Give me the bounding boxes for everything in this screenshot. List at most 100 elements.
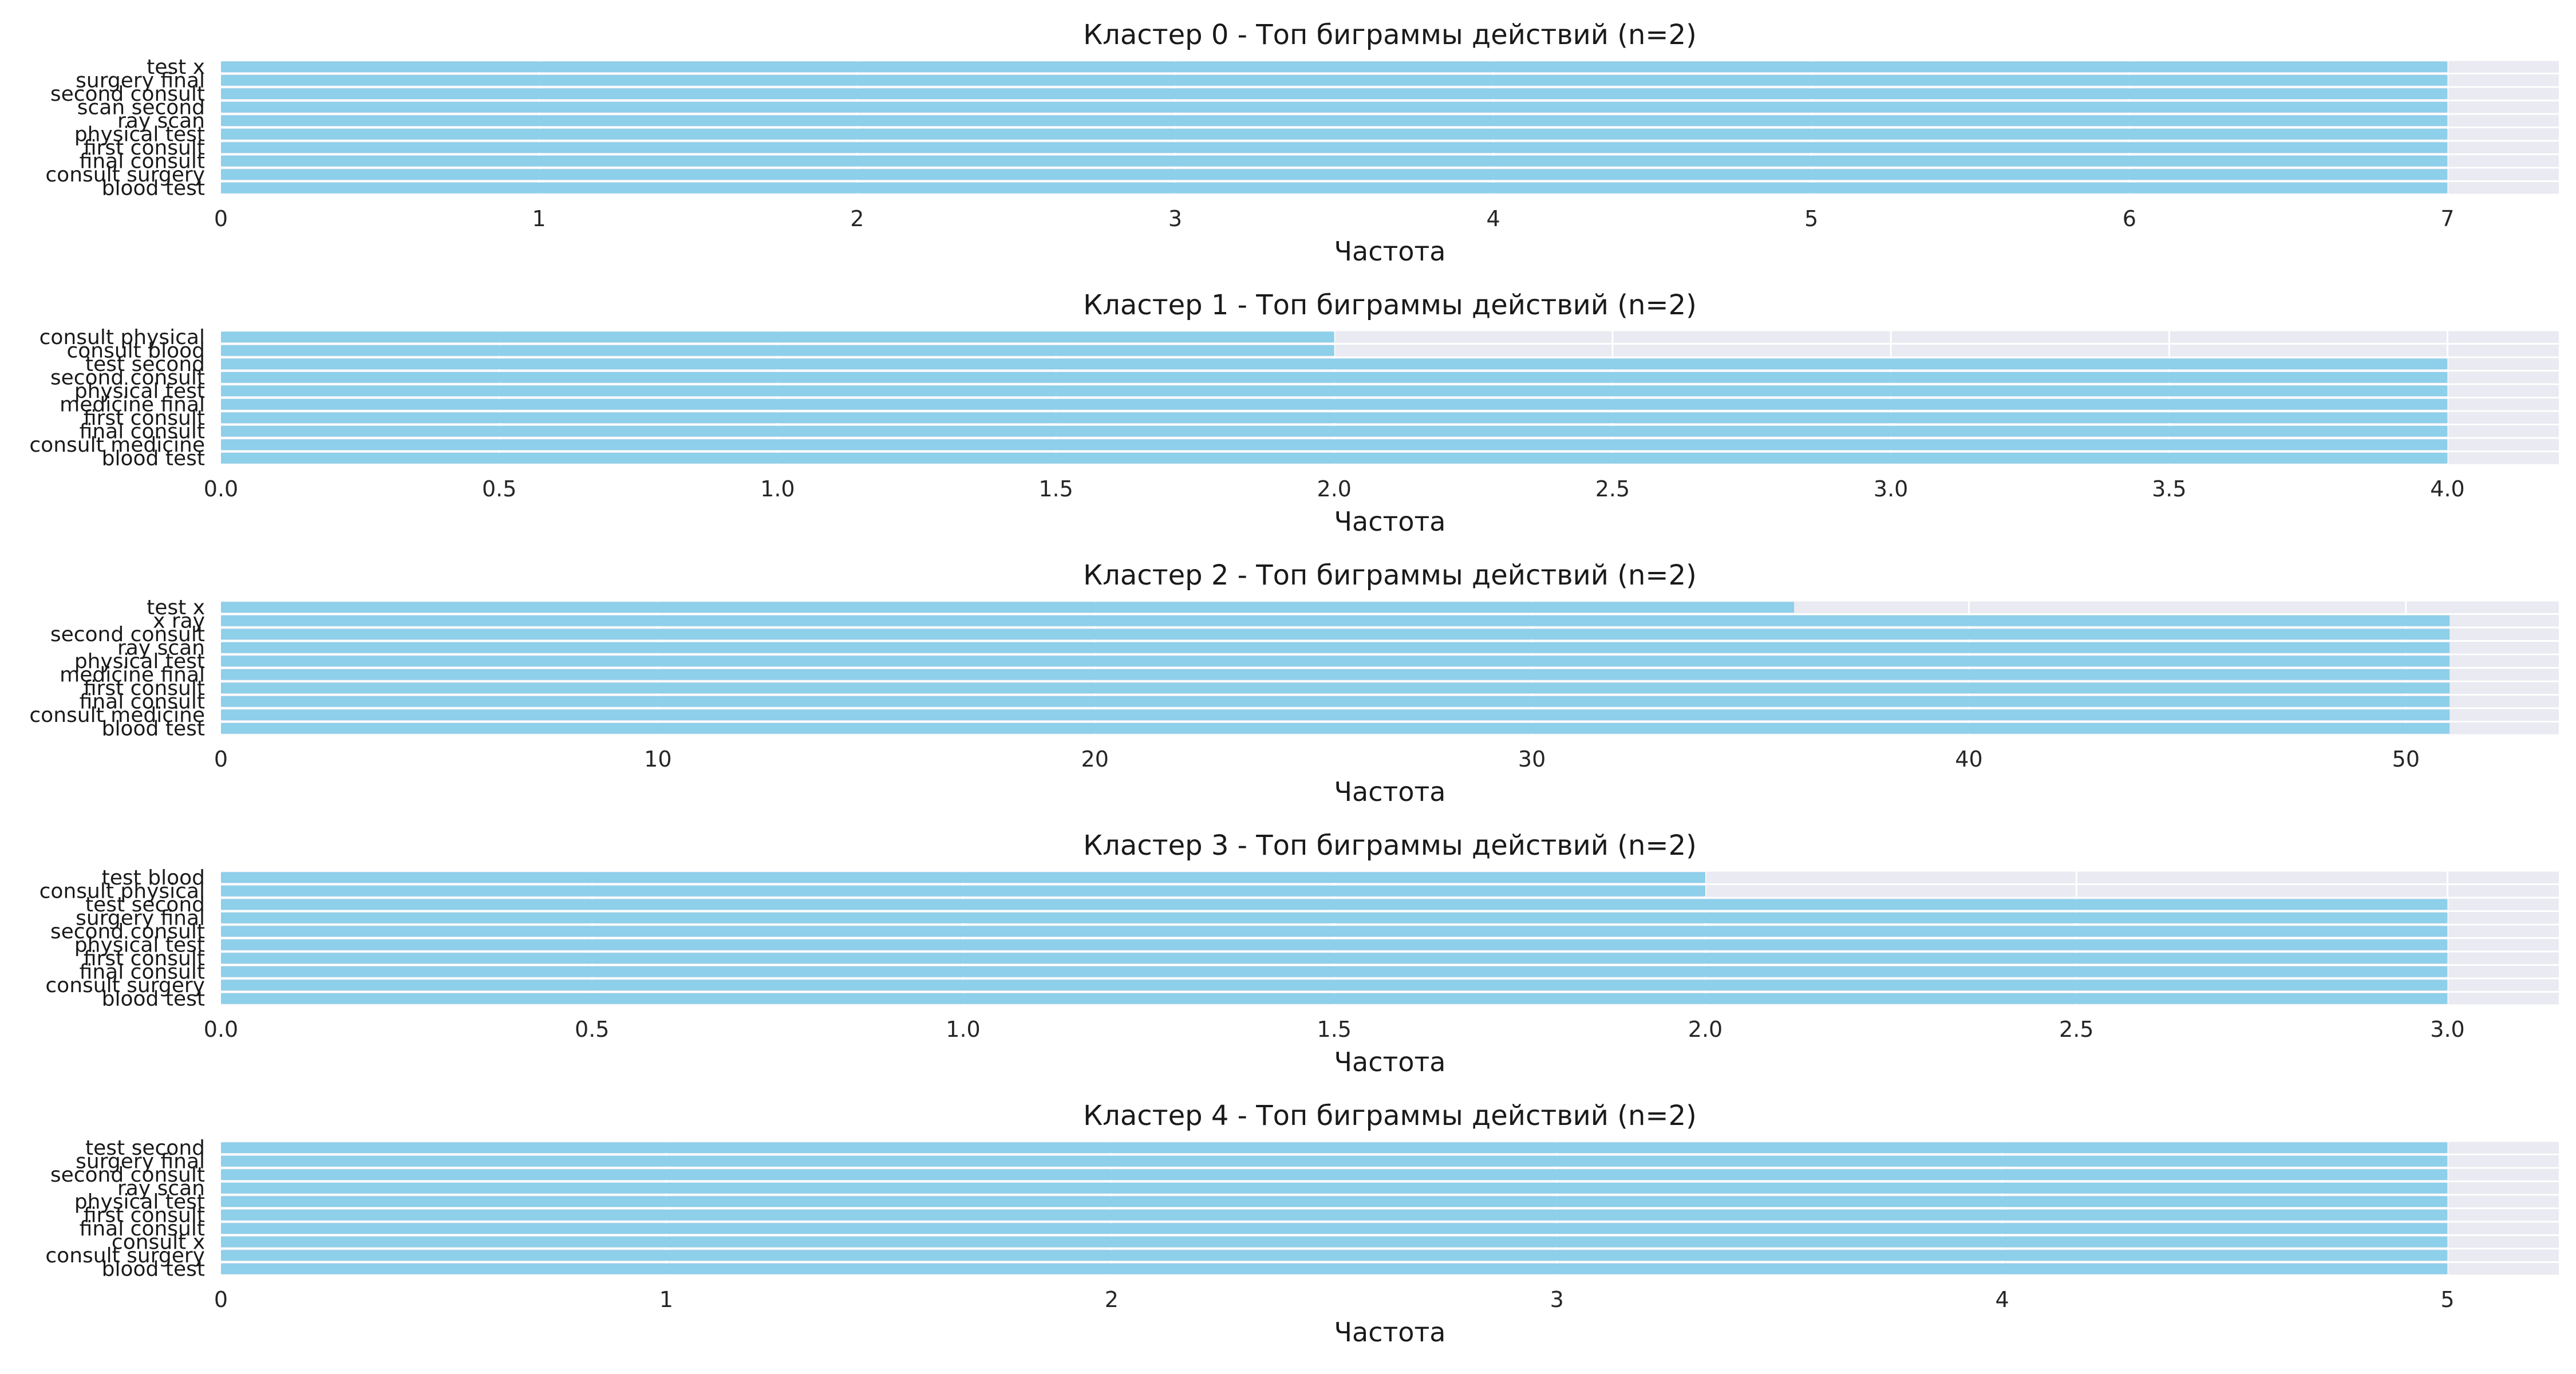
category-label: physical test bbox=[74, 1190, 205, 1214]
x-tick-label: 1.5 bbox=[1038, 476, 1073, 502]
bar bbox=[221, 1142, 2448, 1154]
category-label: final consult bbox=[80, 149, 205, 173]
bar bbox=[221, 912, 2448, 923]
x-tick-label: 10 bbox=[644, 747, 671, 772]
x-tick-label: 4.0 bbox=[2430, 476, 2464, 502]
category-label: blood test bbox=[102, 717, 205, 740]
bar bbox=[221, 682, 2450, 694]
bar bbox=[221, 602, 1795, 613]
bar bbox=[221, 452, 2448, 464]
chart-title: Кластер 1 - Топ биграммы действий (n=2) bbox=[1083, 289, 1697, 321]
x-tick-label: 6 bbox=[2123, 206, 2136, 231]
x-tick-label: 30 bbox=[1518, 747, 1546, 772]
bar bbox=[221, 1155, 2448, 1167]
category-label: consult surgery bbox=[45, 974, 205, 997]
x-tick-label: 40 bbox=[1955, 747, 1982, 772]
bar bbox=[221, 980, 2448, 991]
category-label: consult physical bbox=[39, 879, 205, 903]
x-tick-label: 5 bbox=[1804, 206, 1818, 231]
bar bbox=[221, 155, 2448, 167]
x-tick-label: 0.0 bbox=[204, 476, 238, 502]
category-label: surgery final bbox=[76, 906, 205, 930]
x-tick-label: 1 bbox=[659, 1287, 673, 1312]
category-label: physical test bbox=[74, 380, 205, 403]
bar bbox=[221, 1209, 2448, 1221]
bar bbox=[221, 1263, 2448, 1274]
category-label: first consult bbox=[84, 947, 205, 970]
category-label: physical test bbox=[74, 123, 205, 146]
category-label: medicine final bbox=[60, 393, 205, 416]
chart-title: Кластер 2 - Топ биграммы действий (n=2) bbox=[1083, 559, 1697, 591]
bar bbox=[221, 966, 2448, 977]
chart-title: Кластер 0 - Топ биграммы действий (n=2) bbox=[1083, 19, 1697, 51]
x-tick-label: 2.5 bbox=[1595, 476, 1630, 502]
x-axis-label: Частота bbox=[1334, 506, 1446, 537]
bar bbox=[221, 872, 1706, 883]
category-label: consult medicine bbox=[29, 433, 205, 457]
category-label: consult x bbox=[112, 1230, 205, 1254]
bar bbox=[221, 1169, 2448, 1180]
x-tick-label: 20 bbox=[1081, 747, 1109, 772]
chart-title: Кластер 4 - Топ биграммы действий (n=2) bbox=[1083, 1100, 1697, 1132]
x-tick-label: 0 bbox=[214, 1287, 228, 1312]
bar bbox=[221, 398, 2448, 410]
x-tick-label: 0 bbox=[214, 747, 228, 772]
x-axis-label: Частота bbox=[1334, 776, 1446, 807]
bar bbox=[221, 669, 2450, 680]
bar bbox=[221, 372, 2448, 383]
bar bbox=[221, 345, 1334, 356]
x-tick-label: 4 bbox=[1486, 206, 1500, 231]
x-tick-label: 50 bbox=[2392, 747, 2420, 772]
category-label: test second bbox=[85, 1136, 205, 1160]
x-tick-label: 1.5 bbox=[1317, 1017, 1352, 1042]
x-tick-label: 1.0 bbox=[760, 476, 795, 502]
bar bbox=[221, 331, 1334, 343]
x-tick-label: 4 bbox=[1996, 1287, 2009, 1312]
x-tick-label: 2.5 bbox=[2059, 1017, 2093, 1042]
category-label: ray scan bbox=[117, 109, 205, 133]
x-tick-label: 3.5 bbox=[2152, 476, 2186, 502]
category-label: second consult bbox=[50, 920, 205, 943]
bar bbox=[221, 629, 2450, 640]
category-label: second consult bbox=[50, 366, 205, 389]
category-label: surgery final bbox=[76, 1150, 205, 1173]
category-label: scan second bbox=[77, 96, 205, 119]
bar bbox=[221, 425, 2448, 437]
category-label: first consult bbox=[84, 677, 205, 700]
x-axis-label: Частота bbox=[1334, 236, 1446, 267]
category-label: final consult bbox=[80, 960, 205, 984]
x-axis-label: Частота bbox=[1334, 1317, 1446, 1348]
bar bbox=[221, 642, 2450, 653]
x-tick-label: 3.0 bbox=[2430, 1017, 2464, 1042]
x-tick-label: 5 bbox=[2440, 1287, 2454, 1312]
category-label: blood test bbox=[102, 176, 205, 200]
bar bbox=[221, 926, 2448, 937]
bar bbox=[221, 696, 2450, 707]
x-tick-label: 3 bbox=[1168, 206, 1182, 231]
bar bbox=[221, 439, 2448, 451]
bar bbox=[221, 1236, 2448, 1247]
bar bbox=[221, 358, 2448, 370]
x-tick-label: 7 bbox=[2440, 206, 2454, 231]
category-label: x ray bbox=[153, 609, 205, 633]
x-tick-label: 0.0 bbox=[204, 1017, 238, 1042]
category-label: physical test bbox=[74, 650, 205, 673]
category-label: ray scan bbox=[117, 1176, 205, 1200]
category-label: consult medicine bbox=[29, 704, 205, 727]
bar bbox=[221, 128, 2448, 140]
bar bbox=[221, 385, 2448, 397]
category-label: first consult bbox=[84, 136, 205, 160]
bar bbox=[221, 61, 2448, 73]
category-label: ray scan bbox=[117, 636, 205, 660]
bar bbox=[221, 709, 2450, 721]
bar bbox=[221, 615, 2450, 626]
category-label: consult surgery bbox=[45, 1244, 205, 1268]
x-tick-label: 2 bbox=[850, 206, 864, 231]
x-tick-label: 1 bbox=[532, 206, 546, 231]
x-tick-label: 0 bbox=[214, 206, 228, 231]
category-label: physical test bbox=[74, 933, 205, 957]
